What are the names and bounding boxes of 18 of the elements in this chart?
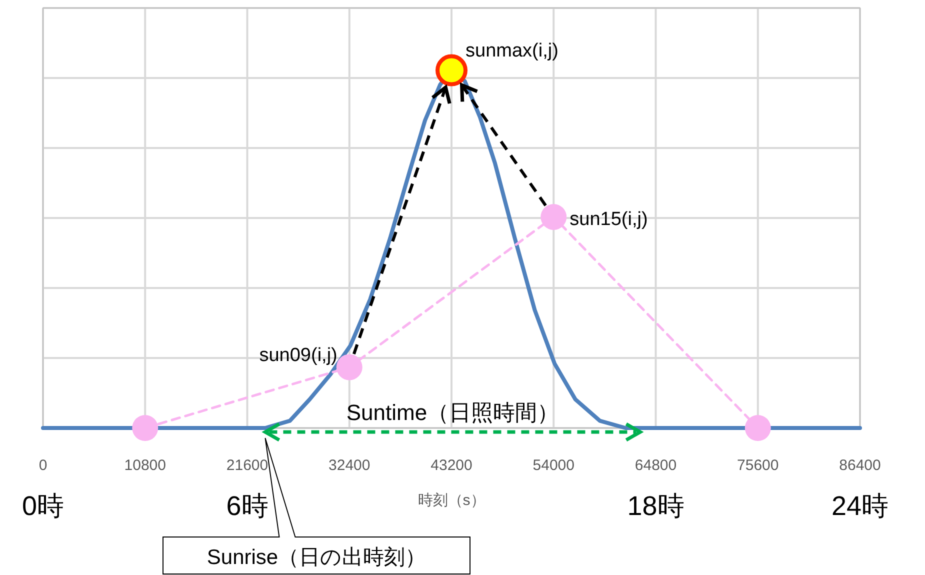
annotation: Suntime（日照時間） [346, 400, 560, 425]
text: 6時 [226, 491, 268, 521]
x-tick-label: 64800 [634, 457, 677, 474]
x-tick-label: 75600 [737, 457, 779, 474]
x-tick-label: 10800 [124, 457, 166, 474]
x-tick-label: 86400 [839, 457, 881, 474]
x-tick-label: 43200 [430, 457, 472, 474]
text: 24時 [831, 491, 889, 521]
annotation: sunmax(i,j) [466, 40, 558, 62]
x-tick-label: 32400 [328, 457, 370, 474]
x-tick-label: 54000 [532, 457, 574, 474]
text: 0時 [22, 491, 64, 521]
text: 18時 [627, 491, 684, 521]
x-tick-label: 21600 [226, 457, 268, 474]
x-axis-title: 時刻（s） [418, 492, 486, 509]
annotation: sun09(i,j) [259, 345, 338, 366]
annotation: sun15(i,j) [570, 208, 648, 230]
x-tick-label: 0 [38, 457, 48, 474]
